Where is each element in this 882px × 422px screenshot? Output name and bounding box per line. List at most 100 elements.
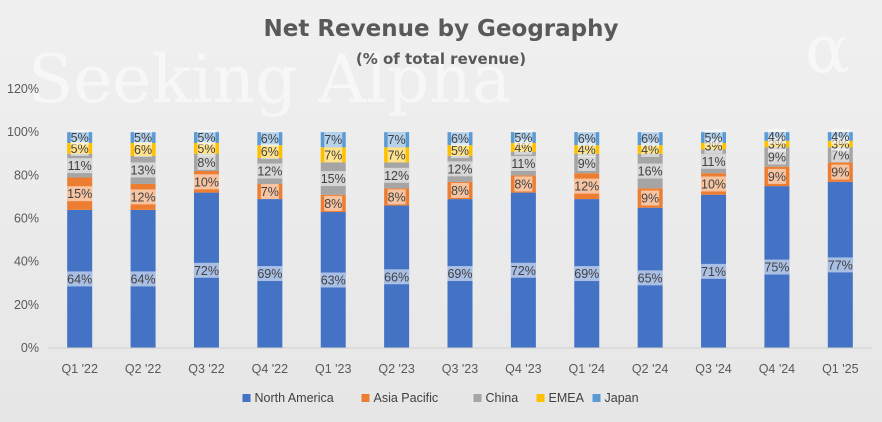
data-label-bg (260, 131, 279, 147)
y-tick-label: 80% (14, 168, 39, 182)
data-label: 9% (578, 157, 596, 171)
data-label: 12% (131, 190, 156, 204)
data-label: 16% (638, 165, 663, 179)
data-label-bg (831, 164, 850, 180)
data-label-bg (193, 174, 219, 190)
data-label: 75% (764, 261, 789, 275)
data-label: 12% (257, 165, 282, 179)
data-label-bg (134, 130, 153, 146)
data-label-bg (384, 167, 410, 183)
legend-item: North America (242, 391, 334, 405)
data-label-bg (130, 271, 156, 287)
data-label-bg (577, 131, 596, 147)
data-label: 77% (828, 258, 853, 272)
data-label: 72% (194, 264, 219, 278)
data-label-bg (257, 266, 283, 282)
data-label: 65% (638, 271, 663, 285)
chart-title: Net Revenue by Geography (263, 16, 618, 42)
data-label: 8% (197, 156, 215, 170)
x-tick-label: Q1 '23 (315, 362, 351, 376)
data-label: 13% (131, 163, 156, 177)
data-label: 7% (388, 148, 406, 162)
data-label-bg (831, 128, 850, 144)
y-tick-label: 120% (7, 82, 39, 96)
data-label: 8% (324, 197, 342, 211)
legend-swatch (592, 394, 601, 402)
legend-label: Asia Pacific (374, 391, 439, 405)
data-label: 8% (451, 184, 469, 198)
data-label-bg (324, 132, 343, 148)
legend-label: North America (255, 391, 334, 405)
data-label: 11% (701, 155, 725, 169)
data-label: 8% (514, 177, 532, 191)
data-label: 12% (447, 162, 472, 176)
legend-swatch (242, 394, 251, 402)
data-label-bg (704, 130, 723, 146)
data-label-bg (67, 271, 93, 287)
legend-item: EMEA (536, 391, 585, 405)
data-label: 12% (574, 180, 599, 194)
data-label-bg (451, 143, 469, 159)
y-tick-label: 100% (7, 125, 39, 139)
data-label: 7% (261, 185, 279, 199)
data-label-bg (577, 155, 596, 171)
x-tick-label: Q2 '23 (378, 362, 414, 376)
data-label-bg (447, 266, 473, 282)
legend-label: Japan (605, 391, 639, 405)
data-label: 9% (641, 191, 659, 205)
data-label: 5% (71, 142, 89, 156)
data-label: 63% (321, 274, 346, 288)
data-label: 6% (261, 145, 279, 159)
legend: North America Asia Pacific China EMEA Japan (242, 391, 639, 405)
legend-swatch (536, 394, 545, 402)
data-label: 11% (511, 157, 535, 171)
data-label-bg (197, 154, 216, 170)
y-axis: 0% 20% 40% 60% 80% 100% 120% (7, 82, 39, 355)
data-label: 72% (511, 264, 536, 278)
data-label: 4% (578, 143, 596, 157)
data-label: 5% (451, 144, 469, 158)
data-label-bg (767, 128, 786, 144)
data-label: 69% (574, 267, 599, 281)
data-label-bg (637, 163, 663, 179)
data-label: 6% (451, 132, 469, 146)
data-label-bg (574, 266, 600, 282)
data-label-bg (514, 130, 533, 146)
data-label-bg (387, 189, 406, 205)
data-label: 4% (768, 130, 786, 144)
legend-label: China (486, 391, 519, 405)
data-label: 64% (67, 272, 92, 286)
legend-item: China (473, 391, 519, 405)
x-tick-label: Q2 '22 (125, 362, 161, 376)
data-label-bg (767, 168, 786, 184)
data-label-bg (451, 182, 469, 198)
data-label-bg (641, 131, 660, 147)
data-label: 5% (197, 142, 215, 156)
data-label-bg (67, 186, 93, 202)
data-label-bg (324, 195, 343, 211)
data-label-bg (387, 132, 406, 148)
x-tick-label: Q3 '24 (695, 362, 731, 376)
watermark-text: Seeking Alpha (28, 41, 511, 118)
data-label-bg (260, 184, 279, 200)
data-label: 64% (131, 272, 156, 286)
data-label: 5% (514, 131, 532, 145)
data-label-bg (447, 161, 473, 177)
y-tick-label: 40% (14, 255, 39, 269)
data-label: 6% (134, 143, 152, 157)
y-tick-label: 20% (14, 298, 39, 312)
legend-item: Asia Pacific (361, 391, 439, 405)
x-tick-label: Q4 '23 (505, 362, 541, 376)
data-label: 71% (701, 265, 726, 279)
data-label-bg (451, 131, 469, 147)
data-label-bg (320, 171, 346, 187)
x-tick-label: Q3 '23 (442, 362, 478, 376)
data-label: 7% (831, 148, 849, 162)
data-label: 7% (388, 133, 406, 147)
data-label: 12% (384, 169, 409, 183)
data-label-bg (134, 141, 153, 157)
y-tick-label: 0% (21, 341, 39, 355)
data-label-bg (67, 158, 93, 174)
data-label: 8% (388, 190, 406, 204)
